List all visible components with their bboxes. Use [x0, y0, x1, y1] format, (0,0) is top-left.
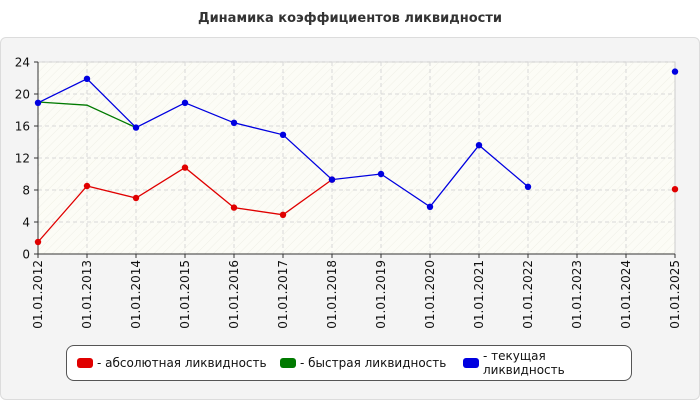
- x-tick-label: 01.01.2022: [521, 260, 535, 329]
- x-tick-label: 01.01.2017: [276, 260, 290, 329]
- legend-label: - абсолютная ликвидность: [97, 356, 267, 370]
- data-point-2: [279, 131, 287, 138]
- legend-swatch-blue: [463, 358, 479, 368]
- x-tick-label: 01.01.2018: [325, 260, 339, 329]
- data-point-2: [328, 176, 336, 183]
- data-point-2: [671, 68, 679, 75]
- x-axis-ticks: 01.01.2012 01.01.2013 01.01.2014 01.01.2015…: [31, 254, 682, 329]
- x-tick-label: 01.01.2013: [80, 260, 94, 329]
- y-tick-label: 12: [15, 152, 30, 166]
- legend-label: - быстрая ликвидность: [300, 356, 447, 370]
- x-tick-label: 01.01.2020: [423, 260, 437, 329]
- y-axis-ticks: 0 4 8 12 16 20 24: [15, 56, 38, 262]
- chart-title: Динамика коэффициентов ликвидности: [198, 11, 502, 26]
- x-tick-label: 01.01.2012: [31, 260, 45, 329]
- x-tick-label: 01.01.2019: [374, 260, 388, 329]
- data-point-0: [230, 204, 238, 211]
- legend-item-quick: - быстрая ликвидность: [280, 346, 446, 380]
- series-points: [34, 68, 679, 246]
- legend: - абсолютная ликвидность - быстрая ликви…: [66, 345, 632, 381]
- data-point-2: [132, 124, 140, 131]
- data-point-2: [230, 119, 238, 127]
- legend-label: - текущая ликвидность: [482, 349, 565, 377]
- data-point-0: [671, 186, 679, 193]
- legend-swatch-red: [77, 358, 93, 368]
- y-tick-label: 0: [22, 248, 30, 262]
- grid-lines: [38, 61, 675, 254]
- x-tick-label: 01.01.2016: [227, 260, 241, 329]
- x-tick-label: 01.01.2014: [129, 260, 143, 329]
- data-point-2: [181, 99, 189, 107]
- data-point-0: [83, 182, 91, 190]
- x-tick-label: 01.01.2021: [472, 260, 486, 329]
- data-point-0: [181, 164, 189, 171]
- legend-item-absolute: - абсолютная ликвидность: [77, 346, 267, 380]
- y-tick-label: 24: [15, 56, 30, 70]
- legend-swatch-green: [280, 358, 296, 368]
- data-point-2: [34, 99, 42, 107]
- x-tick-label: 01.01.2025: [668, 260, 682, 329]
- data-point-2: [524, 183, 532, 190]
- data-point-2: [83, 75, 91, 83]
- legend-item-current: - текущая ликвидность: [463, 346, 631, 380]
- data-point-0: [34, 238, 42, 246]
- series-line-1: [37, 101, 137, 129]
- x-tick-label: 01.01.2023: [570, 260, 584, 329]
- y-tick-label: 4: [22, 216, 30, 230]
- data-point-2: [475, 142, 483, 149]
- x-tick-label: 01.01.2015: [178, 260, 192, 329]
- data-point-2: [377, 170, 385, 178]
- data-point-0: [132, 194, 140, 202]
- y-tick-label: 20: [15, 88, 30, 102]
- y-tick-label: 16: [15, 120, 30, 134]
- y-tick-label: 8: [22, 184, 30, 198]
- data-point-2: [426, 203, 434, 210]
- data-point-0: [279, 211, 287, 218]
- x-tick-label: 01.01.2024: [619, 260, 633, 329]
